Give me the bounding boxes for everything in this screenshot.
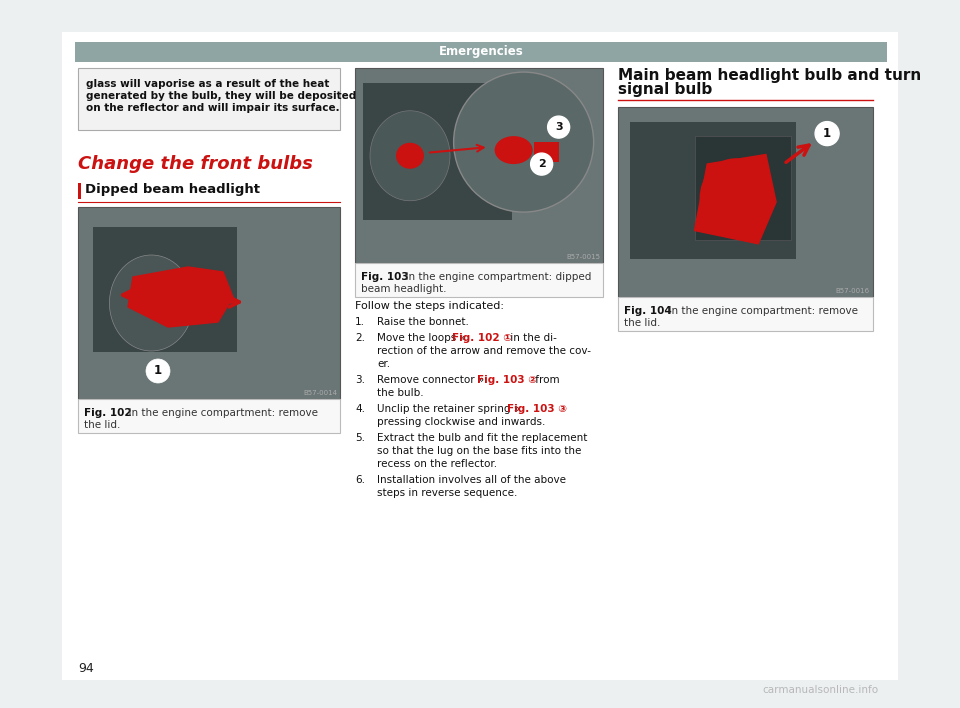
Ellipse shape — [396, 143, 424, 169]
Bar — [78, 399, 340, 433]
Bar — [78, 183, 81, 199]
Text: 2: 2 — [538, 159, 545, 169]
Bar — [93, 227, 237, 352]
Text: 5.: 5. — [355, 433, 365, 443]
Text: In the engine compartment: dipped: In the engine compartment: dipped — [399, 272, 591, 282]
Text: B57-0016: B57-0016 — [836, 288, 870, 294]
Text: recess on the reflector.: recess on the reflector. — [377, 459, 497, 469]
Text: Installation involves all of the above: Installation involves all of the above — [377, 475, 566, 485]
Text: the lid.: the lid. — [84, 420, 120, 430]
Polygon shape — [128, 267, 233, 327]
Text: Fig. 103: Fig. 103 — [361, 272, 409, 282]
Text: Dipped beam headlight: Dipped beam headlight — [85, 183, 260, 196]
Bar — [355, 68, 603, 263]
Text: Unclip the retainer spring »: Unclip the retainer spring » — [377, 404, 523, 414]
Text: in the di-: in the di- — [507, 333, 557, 343]
Text: Fig. 102 ①: Fig. 102 ① — [452, 333, 512, 343]
Text: beam headlight.: beam headlight. — [361, 284, 446, 294]
Text: the bulb.: the bulb. — [377, 388, 423, 398]
Text: Follow the steps indicated:: Follow the steps indicated: — [355, 301, 504, 311]
Text: Fig. 103 ②: Fig. 103 ② — [477, 375, 537, 385]
Text: 1: 1 — [154, 365, 162, 377]
Bar — [630, 122, 796, 259]
Bar — [618, 297, 873, 331]
Text: Fig. 103 ③: Fig. 103 ③ — [507, 404, 567, 414]
Text: carmanualsonline.info: carmanualsonline.info — [762, 685, 878, 695]
Circle shape — [146, 359, 170, 383]
Text: 1: 1 — [823, 127, 831, 140]
Text: so that the lug on the base fits into the: so that the lug on the base fits into th… — [377, 446, 582, 456]
Ellipse shape — [109, 255, 193, 351]
Bar — [62, 32, 898, 680]
Text: generated by the bulb, they will be deposited: generated by the bulb, they will be depo… — [86, 91, 356, 101]
Text: rection of the arrow and remove the cov-: rection of the arrow and remove the cov- — [377, 346, 591, 356]
Text: signal bulb: signal bulb — [618, 82, 712, 97]
Text: Fig. 102: Fig. 102 — [84, 408, 132, 418]
Text: Emergencies: Emergencies — [439, 45, 523, 59]
Bar — [355, 263, 603, 297]
Circle shape — [815, 122, 839, 146]
Text: steps in reverse sequence.: steps in reverse sequence. — [377, 488, 517, 498]
Text: 3.: 3. — [355, 375, 365, 385]
Circle shape — [547, 116, 569, 138]
Circle shape — [454, 72, 593, 212]
Text: 2.: 2. — [355, 333, 365, 343]
Bar — [694, 135, 791, 240]
Text: 94: 94 — [78, 661, 94, 675]
Ellipse shape — [148, 270, 218, 324]
Bar — [363, 83, 512, 219]
Text: from: from — [532, 375, 560, 385]
Text: Fig. 104: Fig. 104 — [624, 306, 672, 316]
Text: Move the loops »: Move the loops » — [377, 333, 469, 343]
Ellipse shape — [700, 159, 771, 238]
Ellipse shape — [370, 110, 450, 201]
Circle shape — [531, 153, 553, 175]
Text: B57-0015: B57-0015 — [566, 254, 600, 260]
Bar — [618, 107, 873, 297]
Text: Raise the bonnet.: Raise the bonnet. — [377, 317, 468, 327]
Text: pressing clockwise and inwards.: pressing clockwise and inwards. — [377, 417, 545, 427]
Text: Main beam headlight bulb and turn: Main beam headlight bulb and turn — [618, 68, 922, 83]
Text: Change the front bulbs: Change the front bulbs — [78, 155, 313, 173]
Text: 3: 3 — [555, 122, 563, 132]
Bar — [75, 42, 887, 62]
Polygon shape — [694, 154, 776, 244]
Text: Remove connector »: Remove connector » — [377, 375, 488, 385]
Text: er.: er. — [377, 359, 390, 369]
Ellipse shape — [494, 136, 533, 164]
Bar — [78, 68, 340, 130]
Text: B57-0014: B57-0014 — [303, 390, 337, 396]
Text: glass will vaporise as a result of the heat: glass will vaporise as a result of the h… — [86, 79, 329, 89]
Text: In the engine compartment: remove: In the engine compartment: remove — [122, 408, 318, 418]
Text: on the reflector and will impair its surface.: on the reflector and will impair its sur… — [86, 103, 340, 113]
Text: Extract the bulb and fit the replacement: Extract the bulb and fit the replacement — [377, 433, 588, 443]
Text: In the engine compartment: remove: In the engine compartment: remove — [662, 306, 858, 316]
Text: the lid.: the lid. — [624, 318, 660, 328]
Bar — [78, 207, 340, 399]
Text: 1.: 1. — [355, 317, 365, 327]
Text: 4.: 4. — [355, 404, 365, 414]
Text: 6.: 6. — [355, 475, 365, 485]
Bar — [534, 142, 559, 162]
